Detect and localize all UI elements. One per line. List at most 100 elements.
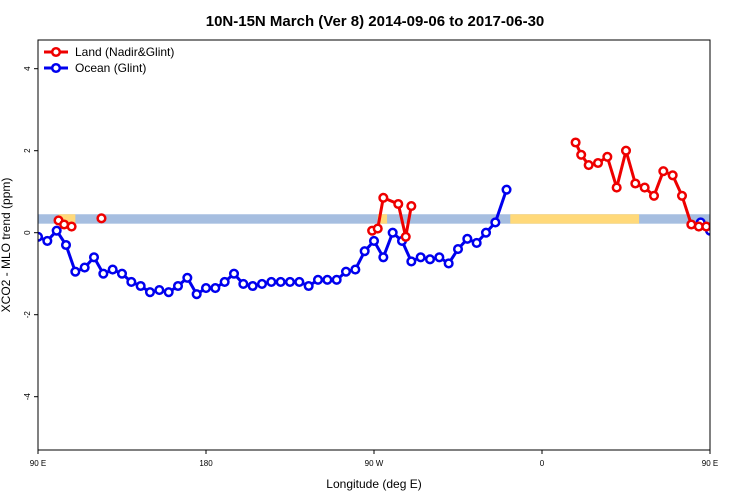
- data-point: [393, 198, 404, 210]
- axes: 90 E 180 90 W 0 90 E -4 -2 0 2 4: [23, 66, 718, 468]
- x-tick-label: 0: [540, 459, 545, 468]
- y-tick-label: -4: [23, 393, 32, 401]
- data-point: [98, 268, 109, 279]
- data-point: [602, 151, 613, 162]
- data-point: [312, 274, 324, 285]
- legend-label-land: Land (Nadir&Glint): [75, 45, 174, 59]
- data-point: [480, 227, 492, 238]
- legend-box: [39, 41, 184, 79]
- data-point: [592, 157, 604, 169]
- chart-title: 10N-15N March (Ver 8) 2014-09-06 to 2017…: [206, 13, 545, 30]
- data-point: [126, 276, 137, 287]
- data-point: [424, 254, 436, 265]
- data-point: [66, 221, 77, 232]
- data-point: [60, 239, 72, 251]
- data-point: [350, 264, 361, 275]
- data-point: [501, 184, 512, 195]
- y-tick-label: -2: [23, 311, 32, 319]
- data-point: [284, 276, 296, 287]
- data-point: [400, 231, 411, 242]
- data-point: [570, 137, 581, 148]
- data-point: [378, 192, 389, 203]
- yellow-segment: [377, 214, 388, 224]
- data-point: [620, 145, 632, 156]
- data-point: [462, 233, 473, 244]
- data-point: [406, 256, 417, 267]
- data-point: [452, 244, 464, 255]
- data-point: [630, 178, 641, 189]
- x-tick-label: 90 E: [30, 459, 46, 468]
- data-point: [210, 283, 221, 294]
- data-point: [163, 287, 174, 298]
- data-point: [368, 235, 380, 246]
- data-point: [340, 266, 352, 277]
- x-tick-label: 180: [199, 459, 213, 468]
- data-point: [116, 268, 128, 279]
- data-point: [415, 252, 426, 263]
- data-point: [200, 283, 212, 294]
- y-tick-label: 2: [23, 148, 32, 153]
- y-axis-label: XCO2 - MLO trend (ppm): [0, 178, 13, 313]
- data-point: [135, 280, 146, 292]
- data-point: [611, 182, 622, 193]
- legend: Land (Nadir&Glint) Ocean (Glint): [39, 41, 184, 79]
- plot-area: [38, 137, 710, 300]
- data-point: [378, 252, 389, 263]
- x-tick-label: 90 W: [365, 459, 384, 468]
- data-point: [406, 201, 417, 212]
- data-point: [144, 287, 156, 298]
- data-point: [294, 276, 305, 287]
- data-point: [322, 274, 333, 285]
- data-point: [471, 237, 482, 248]
- data-point: [228, 268, 240, 279]
- data-point: [42, 235, 53, 246]
- yellow-segment: [510, 214, 640, 224]
- data-point: [303, 280, 314, 292]
- data-point: [490, 217, 501, 228]
- data-point: [107, 264, 118, 275]
- legend-marker-ocean: [50, 62, 62, 74]
- data-point: [387, 227, 398, 238]
- data-point: [667, 170, 678, 181]
- data-point: [51, 225, 62, 236]
- data-point: [247, 280, 258, 292]
- data-point: [96, 213, 107, 224]
- data-point: [443, 258, 454, 269]
- legend-item-ocean: Ocean (Glint): [44, 61, 146, 75]
- data-point: [70, 266, 81, 277]
- data-point: [658, 166, 669, 177]
- data-point: [88, 252, 100, 263]
- data-point: [331, 274, 342, 285]
- plot-content: [38, 137, 710, 300]
- legend-marker-land: [50, 46, 62, 58]
- data-point: [266, 276, 277, 287]
- data-point: [676, 190, 688, 201]
- data-point: [191, 289, 202, 300]
- y-tick-label: 0: [23, 230, 32, 235]
- data-point: [372, 223, 383, 234]
- y-tick-label: 4: [23, 66, 32, 71]
- data-point: [359, 246, 370, 257]
- data-point: [238, 278, 249, 290]
- data-point: [154, 285, 165, 296]
- legend-label-ocean: Ocean (Glint): [75, 61, 146, 75]
- data-point: [256, 278, 268, 290]
- legend-item-land: Land (Nadir&Glint): [44, 45, 174, 59]
- data-point: [639, 182, 650, 193]
- series-ocean: [38, 184, 710, 300]
- x-axis-label: Longitude (deg E): [326, 477, 421, 491]
- data-point: [583, 160, 594, 171]
- data-point: [434, 252, 445, 263]
- data-point: [648, 190, 660, 201]
- data-point: [219, 276, 230, 287]
- data-point: [576, 149, 587, 160]
- yellow-segment: [58, 214, 76, 224]
- data-point: [172, 280, 184, 292]
- data-point: [275, 276, 286, 287]
- data-point: [182, 272, 193, 283]
- land-band: [38, 214, 710, 224]
- series-land: [53, 137, 710, 242]
- data-point: [701, 221, 710, 232]
